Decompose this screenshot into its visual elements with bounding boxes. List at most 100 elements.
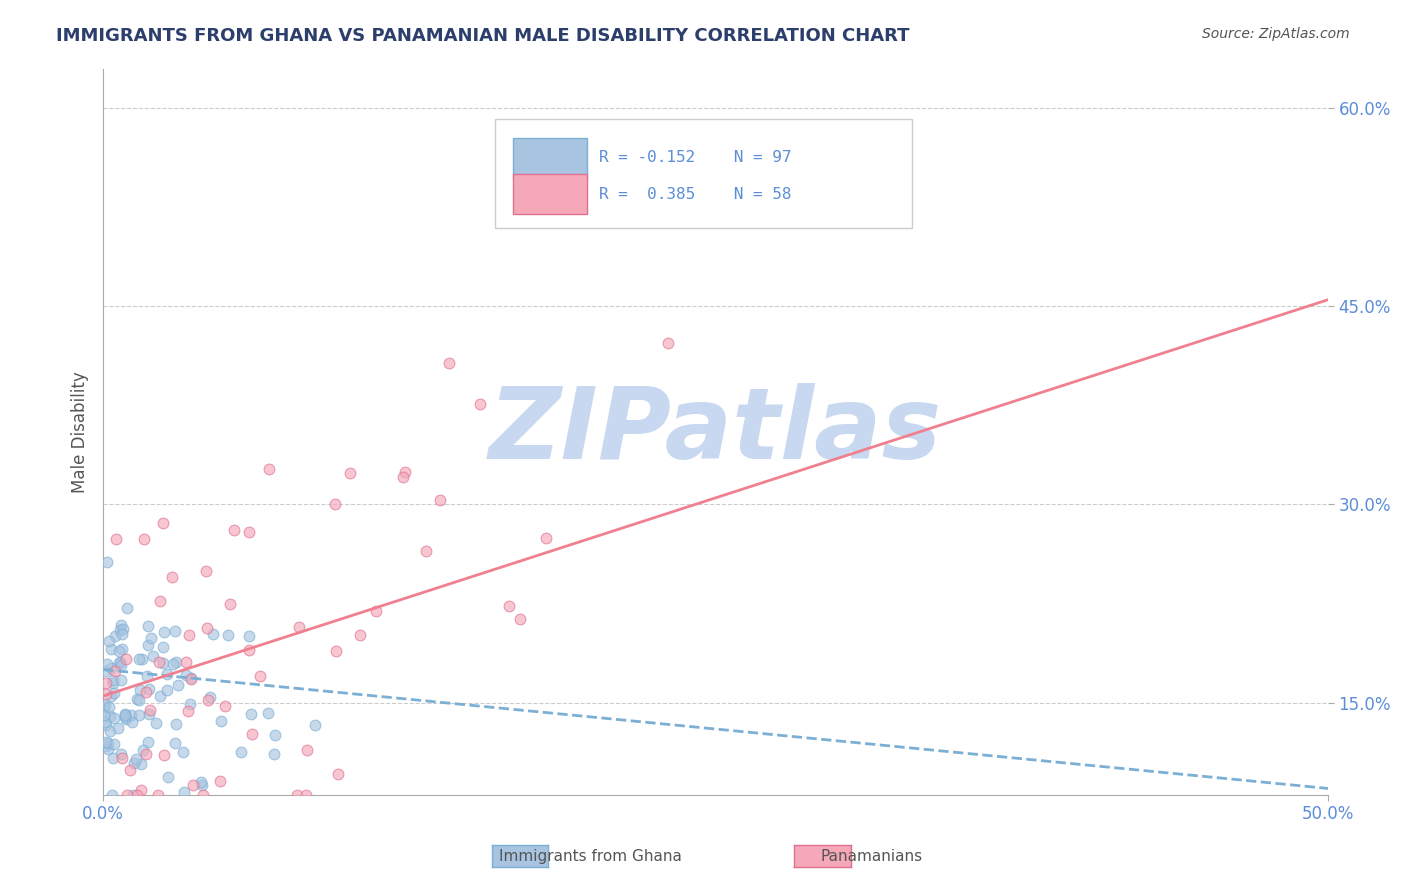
Point bbox=[238, 524, 260, 539]
Point bbox=[98, 634, 121, 648]
Point bbox=[249, 669, 271, 683]
Point bbox=[180, 673, 202, 687]
Point bbox=[131, 757, 153, 772]
Point bbox=[128, 693, 150, 707]
Point bbox=[100, 689, 122, 703]
Point bbox=[257, 706, 280, 720]
Point bbox=[295, 743, 318, 757]
Point bbox=[304, 718, 326, 732]
Point bbox=[224, 524, 246, 538]
Point bbox=[93, 700, 115, 714]
Point bbox=[209, 714, 232, 728]
Point bbox=[110, 618, 132, 632]
Point bbox=[104, 664, 127, 678]
Point bbox=[153, 624, 176, 639]
Point bbox=[128, 707, 150, 722]
Point bbox=[173, 785, 195, 799]
Point bbox=[127, 788, 149, 802]
Point bbox=[146, 788, 169, 802]
Point bbox=[135, 747, 157, 761]
Point bbox=[98, 724, 121, 739]
Point bbox=[122, 788, 145, 802]
Point bbox=[100, 642, 122, 657]
Point bbox=[131, 652, 153, 666]
Point bbox=[96, 555, 118, 569]
Point bbox=[103, 737, 125, 751]
Point bbox=[263, 747, 285, 761]
Point bbox=[263, 728, 285, 742]
Point bbox=[110, 673, 132, 687]
Point bbox=[125, 692, 148, 706]
Point bbox=[132, 743, 155, 757]
Point bbox=[177, 705, 200, 719]
Point bbox=[238, 629, 260, 643]
Point bbox=[217, 627, 239, 641]
Point bbox=[111, 622, 134, 636]
Text: R = -0.152    N = 97: R = -0.152 N = 97 bbox=[599, 151, 792, 165]
Point bbox=[167, 678, 190, 692]
Point bbox=[129, 783, 152, 797]
Point bbox=[111, 626, 134, 640]
Point bbox=[107, 721, 129, 735]
Point bbox=[136, 619, 159, 633]
Point bbox=[149, 594, 172, 608]
Point bbox=[391, 469, 413, 483]
Point bbox=[94, 676, 117, 690]
Point bbox=[145, 716, 167, 731]
Point bbox=[149, 689, 172, 703]
Point bbox=[323, 497, 346, 511]
Point bbox=[349, 628, 371, 642]
Point bbox=[160, 570, 183, 584]
Point bbox=[135, 685, 157, 699]
Point bbox=[115, 601, 138, 615]
Point bbox=[162, 657, 184, 671]
Point bbox=[152, 656, 174, 670]
Point bbox=[415, 543, 437, 558]
Point bbox=[114, 710, 136, 724]
Point bbox=[118, 763, 141, 777]
Point bbox=[177, 628, 200, 642]
Point bbox=[198, 690, 221, 705]
Point bbox=[128, 683, 150, 698]
Point bbox=[110, 658, 132, 673]
Point bbox=[437, 356, 460, 370]
Point bbox=[339, 467, 361, 481]
Point bbox=[195, 621, 218, 635]
Point bbox=[295, 788, 318, 802]
Point bbox=[110, 750, 132, 764]
Point bbox=[93, 708, 115, 723]
Point bbox=[498, 599, 520, 613]
Point bbox=[124, 756, 146, 771]
Point bbox=[257, 462, 280, 476]
Point bbox=[195, 564, 218, 578]
Point bbox=[94, 715, 117, 730]
Point bbox=[156, 667, 179, 681]
Point bbox=[202, 626, 225, 640]
Text: IMMIGRANTS FROM GHANA VS PANAMANIAN MALE DISABILITY CORRELATION CHART: IMMIGRANTS FROM GHANA VS PANAMANIAN MALE… bbox=[56, 27, 910, 45]
Point bbox=[219, 597, 242, 611]
Point bbox=[104, 629, 127, 643]
Point bbox=[97, 742, 120, 756]
Point bbox=[110, 747, 132, 762]
Point bbox=[136, 638, 159, 652]
Point bbox=[174, 655, 197, 669]
Point bbox=[165, 624, 187, 638]
Point bbox=[104, 533, 127, 547]
Point bbox=[209, 773, 232, 788]
Point bbox=[191, 788, 214, 802]
FancyBboxPatch shape bbox=[513, 137, 586, 178]
Point bbox=[181, 778, 204, 792]
Point bbox=[429, 492, 451, 507]
Point bbox=[94, 698, 117, 712]
Point bbox=[128, 652, 150, 666]
Point bbox=[97, 736, 120, 750]
Point bbox=[121, 714, 143, 729]
Point bbox=[156, 770, 179, 784]
Point bbox=[132, 532, 155, 546]
Point bbox=[153, 748, 176, 763]
Point bbox=[108, 624, 131, 638]
Point bbox=[238, 643, 260, 657]
Point bbox=[285, 788, 308, 802]
Point bbox=[152, 640, 174, 654]
Point bbox=[229, 745, 252, 759]
